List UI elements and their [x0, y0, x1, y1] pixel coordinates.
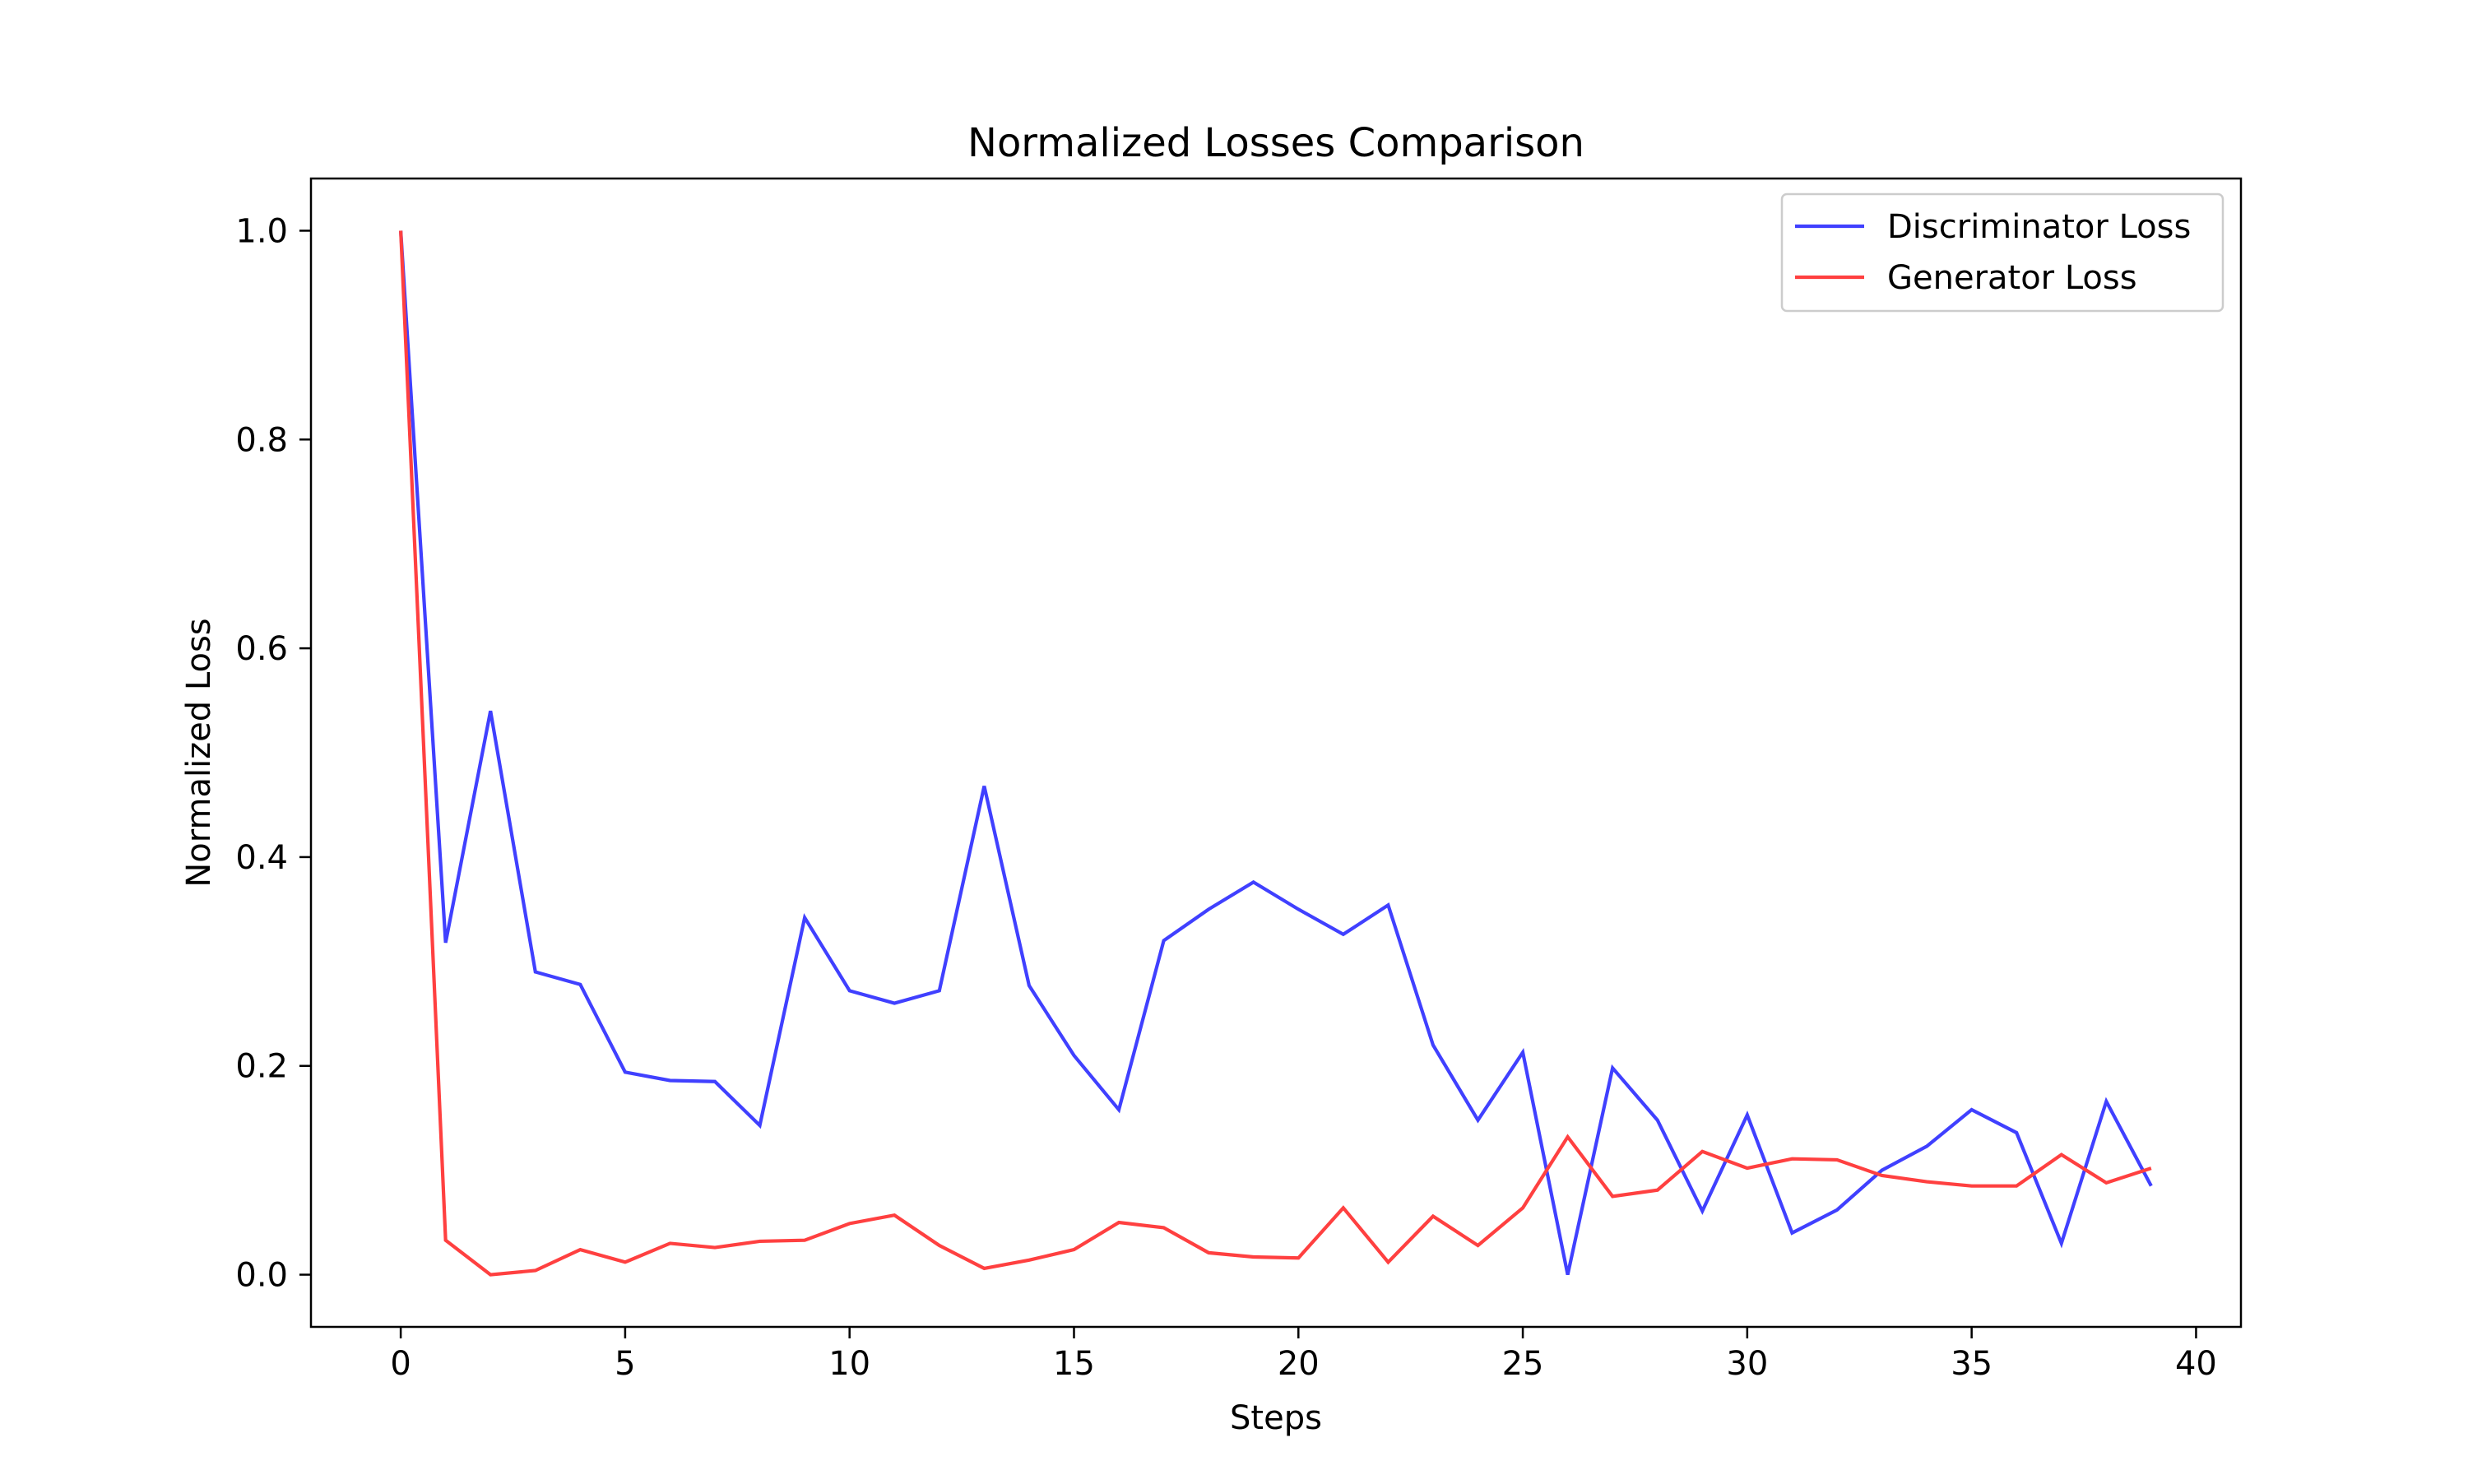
y-tick-label: 0.8 — [235, 421, 288, 459]
x-tick-label: 20 — [1278, 1345, 1320, 1383]
x-tick-label: 35 — [1951, 1345, 1992, 1383]
x-tick-label: 10 — [828, 1345, 870, 1383]
x-tick-label: 40 — [2175, 1345, 2217, 1383]
x-tick-label: 30 — [1726, 1345, 1768, 1383]
y-tick-label: 0.4 — [235, 839, 288, 877]
legend: Discriminator Loss Generator Loss — [1780, 192, 2224, 313]
y-axis-label: Normalized Loss — [180, 618, 218, 887]
legend-label: Generator Loss — [1887, 259, 2137, 297]
axes-frame — [309, 177, 2243, 1329]
legend-box — [1780, 192, 2224, 313]
y-tick-label: 0.2 — [235, 1048, 288, 1086]
y-tick-label: 0.6 — [235, 630, 288, 668]
x-tick-label: 5 — [615, 1345, 635, 1383]
series-line-generator-loss — [399, 230, 2152, 1277]
series-line-discriminator-loss — [399, 230, 2153, 1275]
legend-label: Discriminator Loss — [1887, 208, 2191, 246]
y-tick-label: 1.0 — [235, 212, 288, 250]
y-tick-label: 0.0 — [235, 1257, 288, 1295]
x-tick-label: 25 — [1502, 1345, 1544, 1383]
plot-area: 0 5 10 15 20 25 30 35 40 0.0 0.2 0.4 0.6 0.8 1.0 — [235, 177, 2243, 1383]
chart-title: Normalized Losses Comparison — [967, 120, 1584, 166]
x-tick-label: 15 — [1053, 1345, 1095, 1383]
x-axis-label: Steps — [1230, 1399, 1322, 1437]
x-tick-label: 0 — [390, 1345, 411, 1383]
